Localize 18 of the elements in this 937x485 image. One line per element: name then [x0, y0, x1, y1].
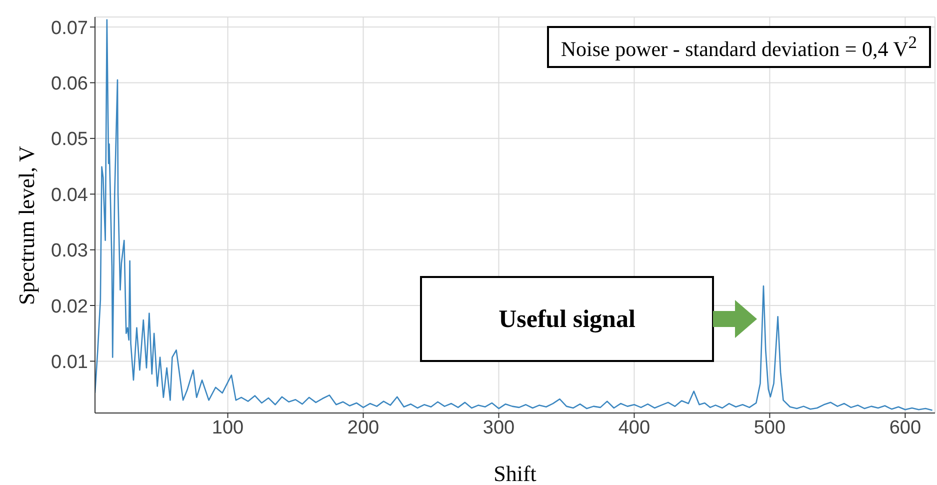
- y-tick-label: 0.05: [51, 129, 88, 150]
- x-tick-label: 600: [889, 417, 922, 438]
- y-tick-label: 0.07: [51, 18, 88, 39]
- annotation: Noise power - standard deviation = 0,4 V$^{2}$: [546, 26, 931, 68]
- y-tick-label: 0.01: [51, 352, 88, 373]
- x-tick-label: 200: [347, 417, 380, 438]
- y-tick-label: 0.03: [51, 240, 88, 262]
- x-tick-label: 100: [212, 417, 244, 438]
- y-tick-label: 0.02: [51, 296, 88, 318]
- line-series: [95, 19, 933, 411]
- y-axis-title: Spectrum level, V: [14, 146, 39, 305]
- y-tick-label: 0.04: [51, 184, 88, 206]
- annotation: Useful signal: [498, 306, 636, 333]
- x-tick-label: 300: [482, 417, 515, 438]
- y-tick-label: 0.06: [51, 73, 88, 94]
- x-tick-label: 500: [754, 417, 786, 438]
- x-tick-label: 400: [618, 417, 650, 438]
- x-axis-title: Shift: [494, 461, 536, 485]
